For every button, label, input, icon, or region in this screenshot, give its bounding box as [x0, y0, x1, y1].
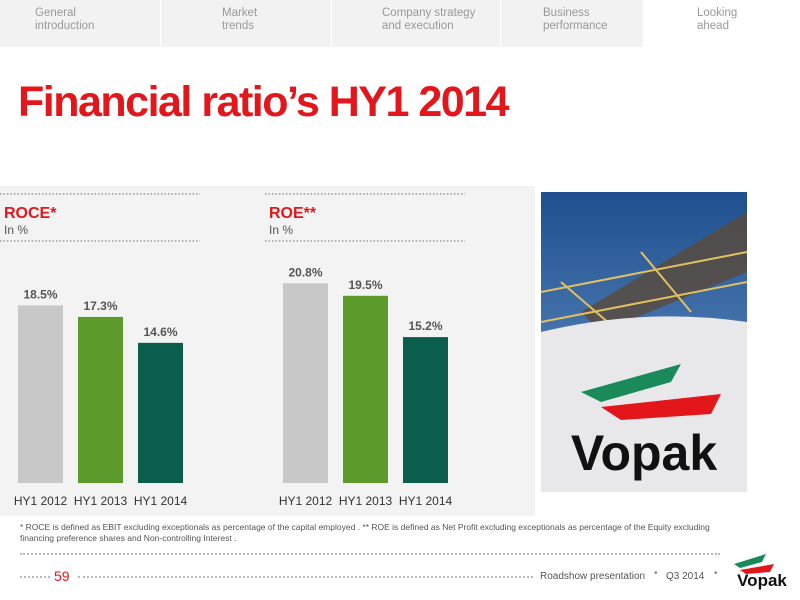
nav-label: Business performance [543, 7, 608, 32]
chart-subtitle: In % [269, 223, 293, 237]
footer-period: Q3 2014 [666, 571, 705, 582]
footer-logo: Vopak [734, 554, 787, 590]
nav-tab[interactable]: Market trends [161, 0, 332, 47]
x-tick-label: HY1 2013 [339, 494, 393, 508]
chart: ROCE*In % 18.5% HY1 2012 17.3% HY1 2013 14.6%… [0, 193, 200, 508]
separator [78, 576, 533, 578]
value-label: 20.8% [288, 265, 322, 279]
bar [138, 342, 183, 483]
nav-tab[interactable]: Company strategy and execution [332, 0, 501, 47]
bar [343, 295, 388, 483]
photo: Vopak [541, 192, 747, 492]
separator [20, 576, 50, 578]
bullet: • [654, 568, 658, 579]
value-label: 14.6% [143, 325, 177, 339]
slide-title: Financial ratio’s HY1 2014 [18, 78, 509, 126]
separator [20, 553, 720, 555]
nav-label: Looking ahead [697, 7, 738, 32]
nav-label: General introduction [35, 7, 95, 32]
value-label: 15.2% [408, 319, 442, 333]
x-tick-label: HY1 2012 [279, 494, 333, 508]
chart-title: ROE** [269, 205, 317, 222]
value-label: 18.5% [23, 287, 57, 301]
bar [18, 305, 63, 483]
chart-title: ROCE* [4, 205, 57, 222]
nav-label: Company strategy and execution [382, 7, 476, 32]
value-label: 19.5% [348, 278, 382, 292]
footer-logo-text: Vopak [737, 571, 787, 590]
bar [283, 283, 328, 483]
nav-tab[interactable]: General introduction [0, 0, 161, 47]
photo-logo: Vopak [571, 425, 718, 481]
x-tick-label: HY1 2012 [14, 494, 68, 508]
bar [78, 316, 123, 483]
x-tick-label: HY1 2013 [74, 494, 128, 508]
footnote: * ROCE is defined as EBIT excluding exce… [20, 522, 710, 543]
x-tick-label: HY1 2014 [134, 494, 188, 508]
chart-subtitle: In % [4, 223, 28, 237]
footer-presentation: Roadshow presentation [540, 571, 646, 582]
chart: ROE**In % 20.8% HY1 2012 19.5% HY1 2013 15.2%… [265, 193, 465, 508]
x-tick-label: HY1 2014 [399, 494, 453, 508]
nav-tab[interactable]: Looking ahead [644, 0, 800, 47]
bullet: • [714, 568, 718, 579]
nav-tab[interactable]: Business performance [501, 0, 644, 47]
value-label: 17.3% [83, 299, 117, 313]
bar [403, 337, 448, 483]
nav-label: Market trends [222, 7, 258, 32]
page-number: 59 [54, 568, 70, 584]
